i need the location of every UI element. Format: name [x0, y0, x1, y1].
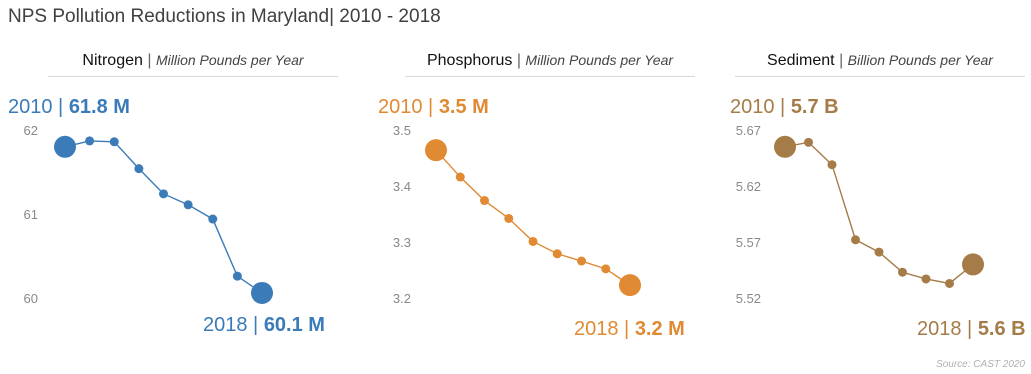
sediment-panel-unit: Billion Pounds per Year [847, 52, 993, 68]
y-tick-label: 5.52 [736, 291, 761, 306]
data-point [601, 264, 611, 274]
sediment-end-callout: 2018 | 5.6 B [917, 318, 1026, 340]
sediment-start-year: 2010 [730, 96, 775, 118]
y-tick-label: 5.57 [736, 235, 761, 250]
header-separator: | [839, 52, 844, 69]
data-point [945, 278, 954, 288]
title-range: | 2010 - 2018 [329, 6, 441, 27]
sediment-panel-header: Sediment | Billion Pounds per Year [735, 52, 1025, 77]
nitrogen-end-callout: 2018 | 60.1 M [203, 314, 325, 336]
y-tick-label: 61 [24, 207, 38, 222]
nitrogen-series-line [64, 140, 263, 294]
phosphorus-panel-header: Phosphorus | Million Pounds per Year [405, 52, 695, 77]
nitrogen-end-year: 2018 [203, 314, 248, 336]
nitrogen-panel-header: Nitrogen | Million Pounds per Year [48, 52, 338, 77]
sediment-chart: 5.67 5.62 5.57 5.52 [736, 123, 984, 306]
nitrogen-end-value: 60.1 M [263, 314, 325, 336]
y-tick-label: 60 [24, 291, 38, 306]
start-point [425, 139, 447, 162]
sediment-panel-name: Sediment [767, 52, 835, 69]
phosphorus-end-year: 2018 [574, 318, 619, 340]
phosphorus-start-year: 2010 [378, 96, 423, 118]
phosphorus-end-callout: 2018 | 3.2 M [574, 318, 685, 340]
data-point [804, 137, 813, 147]
phosphorus-end-value: 3.2 M [634, 318, 685, 340]
phosphorus-panel-unit: Million Pounds per Year [525, 52, 674, 68]
phosphorus-start-value: 3.5 M [438, 96, 489, 118]
end-point [962, 253, 984, 276]
data-point [109, 137, 119, 147]
data-point [577, 256, 586, 266]
data-point [851, 235, 860, 245]
phosphorus-panel-name: Phosphorus [426, 52, 513, 69]
nitrogen-start-value: 61.8 M [68, 96, 130, 118]
header-separator: | [516, 52, 521, 69]
data-point [455, 172, 465, 182]
data-point [208, 214, 218, 224]
y-tick-label: 3.5 [393, 123, 411, 138]
data-point [504, 213, 514, 223]
nitrogen-chart: 62 61 60 [24, 123, 273, 306]
title-main: NPS Pollution Reductions in Maryland [8, 6, 330, 27]
data-point [552, 249, 562, 259]
phosphorus-chart: 3.5 3.4 3.3 3.2 [393, 123, 641, 306]
sediment-start-callout: 2010 | 5.7 B [730, 96, 839, 118]
data-point [898, 267, 907, 277]
sediment-end-year: 2018 [917, 318, 962, 340]
y-tick-label: 5.62 [736, 179, 761, 194]
start-point [774, 135, 796, 158]
data-point [874, 247, 884, 257]
sediment-end-value: 5.6 B [977, 318, 1026, 340]
y-tick-label: 62 [24, 123, 38, 138]
data-point [528, 236, 538, 246]
end-point [619, 274, 641, 297]
sediment-start-value: 5.7 B [790, 96, 839, 118]
phosphorus-start-callout: 2010 | 3.5 M [378, 96, 489, 118]
start-point [54, 135, 76, 158]
y-tick-label: 3.2 [393, 291, 411, 306]
nitrogen-start-callout: 2010 | 61.8 M [8, 96, 130, 118]
y-tick-label: 3.3 [393, 235, 411, 250]
data-point [480, 196, 489, 206]
data-point [232, 271, 242, 281]
data-point [827, 160, 837, 170]
nitrogen-panel-name: Nitrogen [82, 52, 143, 69]
header-separator: | [147, 52, 152, 69]
sediment-series-line [784, 141, 974, 285]
data-point [159, 189, 168, 199]
nitrogen-start-year: 2010 [8, 96, 53, 118]
y-tick-label: 3.4 [393, 179, 411, 194]
phosphorus-series-line [435, 149, 631, 286]
nitrogen-panel-unit: Million Pounds per Year [155, 52, 304, 68]
y-tick-label: 5.67 [736, 123, 761, 138]
page-title: NPS Pollution Reductions in Maryland| 20… [8, 6, 441, 28]
data-point [85, 136, 95, 146]
data-point [183, 200, 193, 210]
source-note: Source: CAST 2020 [936, 359, 1025, 370]
data-point [921, 274, 931, 284]
data-point [134, 164, 144, 174]
end-point [251, 281, 273, 304]
